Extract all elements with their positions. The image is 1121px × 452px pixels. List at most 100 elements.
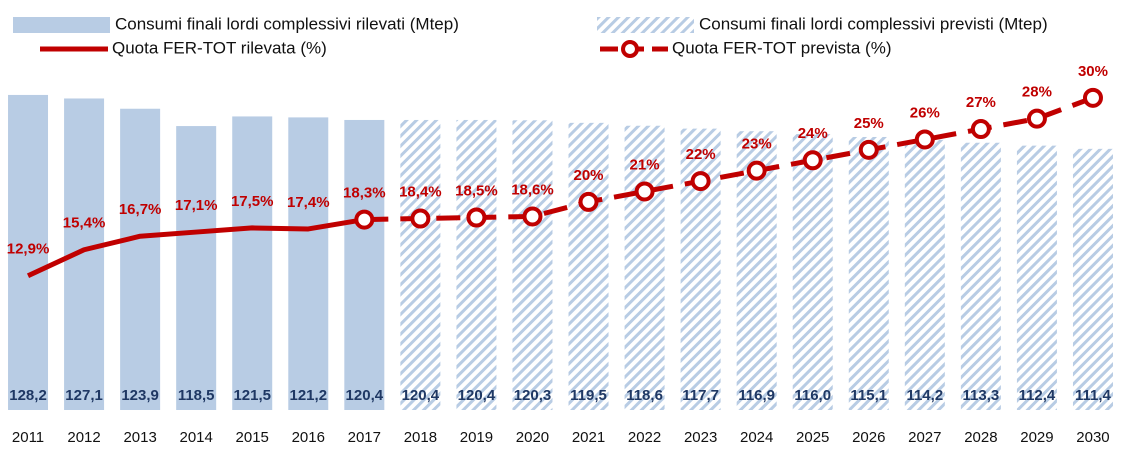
marker bbox=[858, 139, 879, 160]
line-value-label: 27% bbox=[966, 94, 996, 111]
line-value-label: 24% bbox=[798, 125, 828, 142]
x-tick-label: 2011 bbox=[12, 429, 44, 446]
x-tick-label: 2022 bbox=[628, 429, 661, 446]
legend-label: Consumi finali lordi complessivi previst… bbox=[699, 14, 1048, 33]
bar-value-label: 117,7 bbox=[682, 387, 719, 404]
bar bbox=[8, 94, 49, 411]
bar bbox=[1016, 145, 1057, 410]
line-value-label: 17,1% bbox=[175, 197, 218, 214]
bar bbox=[960, 142, 1001, 410]
x-tick-label: 2013 bbox=[123, 429, 156, 446]
x-tick-label: 2024 bbox=[740, 429, 773, 446]
marker bbox=[522, 206, 543, 227]
marker bbox=[410, 208, 431, 229]
legend-label: Quota FER-TOT rilevata (%) bbox=[112, 38, 327, 57]
legend-marker bbox=[621, 40, 639, 58]
x-tick-label: 2019 bbox=[460, 429, 493, 446]
bar-value-label: 121,5 bbox=[233, 387, 271, 404]
bar-value-label: 123,9 bbox=[121, 387, 159, 404]
bar-value-label: 112,4 bbox=[1019, 387, 1056, 404]
x-tick-label: 2014 bbox=[179, 429, 212, 446]
x-tick-label: 2023 bbox=[684, 429, 717, 446]
bar-value-label: 116,9 bbox=[738, 387, 775, 404]
line-value-label: 23% bbox=[742, 136, 772, 153]
x-tick-label: 2017 bbox=[348, 429, 381, 446]
bar-value-label: 120,4 bbox=[346, 387, 384, 404]
marker bbox=[1026, 108, 1047, 129]
line-value-label: 16,7% bbox=[119, 201, 162, 218]
x-tick-label: 2021 bbox=[572, 429, 605, 446]
line-value-label: 22% bbox=[686, 146, 716, 163]
x-tick-label: 2029 bbox=[1020, 429, 1053, 446]
bar bbox=[400, 119, 441, 410]
bar-value-label: 121,2 bbox=[290, 387, 328, 404]
line-value-label: 21% bbox=[630, 156, 660, 173]
line bbox=[26, 217, 365, 279]
marker bbox=[634, 181, 655, 202]
x-tick-label: 2012 bbox=[67, 429, 100, 446]
bar bbox=[624, 125, 665, 410]
plot-area: 2011 2012 2013 2014 2015 2016 2017 2018 2019 2020… bbox=[7, 63, 1113, 446]
legend-swatch bbox=[597, 17, 694, 33]
bar-value-label: 128,2 bbox=[9, 387, 47, 404]
bar bbox=[120, 108, 161, 411]
bar-value-label: 127,1 bbox=[65, 387, 103, 404]
line-value-label: 17,4% bbox=[287, 194, 330, 211]
marker bbox=[914, 129, 935, 150]
legend-swatch bbox=[13, 17, 110, 33]
marker bbox=[578, 191, 599, 212]
x-tick-label: 2026 bbox=[852, 429, 885, 446]
x-tick-label: 2028 bbox=[964, 429, 997, 446]
line-value-label: 18,5% bbox=[455, 182, 498, 199]
x-tick-label: 2025 bbox=[796, 429, 829, 446]
legend-label: Consumi finali lordi complessivi rilevat… bbox=[115, 14, 459, 33]
marker bbox=[746, 160, 767, 181]
bar-value-label: 113,3 bbox=[963, 387, 1000, 404]
line-value-label: 12,9% bbox=[7, 241, 50, 258]
bar bbox=[344, 119, 385, 410]
x-tick-label: 2020 bbox=[516, 429, 549, 446]
x-tick-label: 2030 bbox=[1076, 429, 1109, 446]
bar bbox=[1072, 148, 1113, 410]
line-value-label: 18,6% bbox=[511, 181, 554, 198]
line-value-label: 20% bbox=[574, 167, 604, 184]
bar-value-label: 114,2 bbox=[906, 387, 943, 404]
marker bbox=[354, 209, 375, 230]
marker bbox=[970, 119, 991, 140]
bar-value-label: 120,4 bbox=[402, 387, 440, 404]
x-tick-label: 2018 bbox=[404, 429, 437, 446]
marker bbox=[466, 207, 487, 228]
line-value-label: 18,3% bbox=[343, 185, 386, 202]
line-value-label: 26% bbox=[910, 104, 940, 121]
bar bbox=[792, 134, 833, 411]
x-tick-label: 2015 bbox=[236, 429, 269, 446]
legend-label: Quota FER-TOT prevista (%) bbox=[672, 38, 891, 57]
line-value-label: 17,5% bbox=[231, 193, 274, 210]
line-value-label: 25% bbox=[854, 115, 884, 132]
bar bbox=[456, 119, 497, 410]
bar-value-label: 118,6 bbox=[626, 387, 663, 404]
bar bbox=[512, 120, 553, 410]
marker bbox=[690, 171, 711, 192]
marker bbox=[802, 150, 823, 171]
bar-value-label: 118,5 bbox=[178, 387, 215, 404]
bar bbox=[176, 126, 217, 410]
bar bbox=[848, 136, 889, 411]
bar bbox=[568, 122, 609, 411]
bar-value-label: 111,4 bbox=[1075, 387, 1112, 404]
marker bbox=[1082, 87, 1103, 108]
bar-value-label: 115,1 bbox=[850, 387, 887, 404]
legend: Consumi finali lordi complessivi rilevat… bbox=[13, 14, 1048, 58]
bar-value-label: 120,3 bbox=[514, 387, 552, 404]
line-value-label: 15,4% bbox=[63, 215, 106, 232]
x-tick-label: 2027 bbox=[908, 429, 941, 446]
bar bbox=[232, 116, 273, 410]
bar bbox=[904, 139, 945, 410]
bar bbox=[680, 128, 721, 411]
bar-value-label: 116,0 bbox=[794, 387, 831, 404]
bar-value-label: 119,5 bbox=[570, 387, 607, 404]
x-tick-label: 2016 bbox=[292, 429, 325, 446]
bar bbox=[288, 117, 329, 411]
line-value-label: 30% bbox=[1078, 63, 1108, 80]
